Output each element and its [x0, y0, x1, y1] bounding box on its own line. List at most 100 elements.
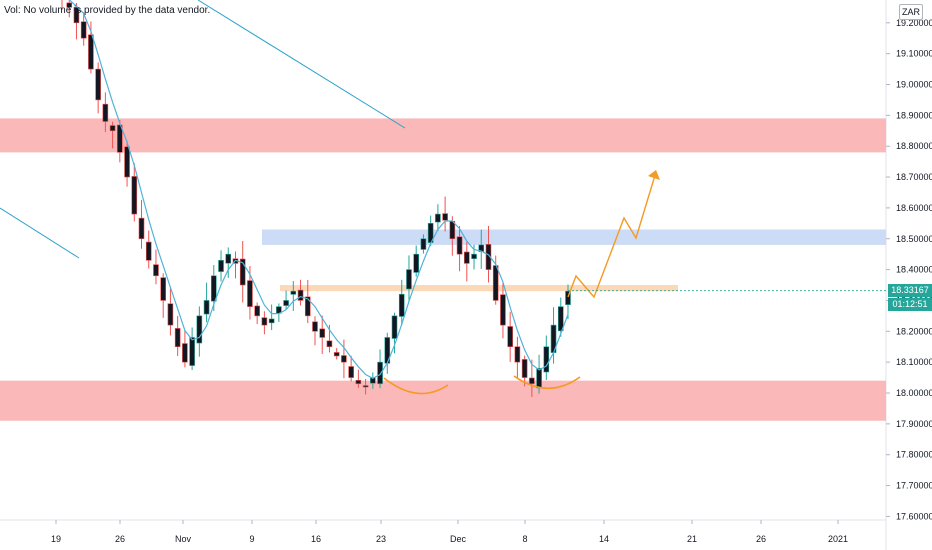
candle[interactable] — [341, 355, 347, 363]
candle[interactable] — [420, 238, 427, 250]
trendline-left[interactable] — [0, 207, 80, 259]
price-tick-label: 19.20000 — [896, 18, 932, 28]
candle[interactable] — [442, 213, 448, 221]
candle[interactable] — [398, 293, 405, 317]
bottom-arc-right — [513, 375, 581, 389]
candle[interactable] — [247, 280, 253, 307]
candle[interactable] — [333, 352, 340, 357]
candle[interactable] — [124, 146, 130, 178]
candle[interactable] — [492, 265, 499, 301]
price-tick-label: 18.10000 — [896, 357, 932, 367]
candle[interactable] — [500, 294, 506, 326]
candle[interactable] — [463, 251, 470, 264]
candle[interactable] — [297, 289, 304, 301]
candle[interactable] — [290, 290, 297, 295]
candle[interactable] — [370, 377, 376, 384]
candle[interactable] — [211, 275, 217, 302]
candle[interactable] — [406, 269, 412, 290]
candle[interactable] — [131, 176, 138, 215]
zone-lower-demand — [0, 380, 886, 421]
candle[interactable] — [377, 361, 383, 385]
price-tick-label: 17.70000 — [896, 481, 932, 491]
candle[interactable] — [521, 359, 528, 378]
time-tick-label: 16 — [311, 534, 321, 544]
candle[interactable] — [312, 321, 318, 332]
candle[interactable] — [283, 300, 289, 306]
candle[interactable] — [174, 328, 181, 348]
candle[interactable] — [196, 315, 203, 344]
projection-path[interactable] — [567, 171, 657, 299]
candle[interactable] — [565, 290, 571, 305]
time-tick-label: Dec — [450, 534, 467, 544]
candle[interactable] — [485, 244, 492, 270]
candle[interactable] — [355, 379, 362, 385]
candle[interactable] — [435, 213, 441, 223]
price-tick-label: 17.80000 — [896, 450, 932, 460]
candle[interactable] — [362, 385, 369, 388]
time-tick-label: 19 — [51, 534, 61, 544]
candle[interactable] — [225, 253, 232, 264]
price-tick-label: 18.50000 — [896, 234, 932, 244]
candle[interactable] — [261, 317, 268, 326]
candle[interactable] — [167, 303, 174, 326]
candle[interactable] — [138, 217, 145, 240]
price-tick-label: 18.90000 — [896, 110, 932, 120]
candle[interactable] — [153, 264, 159, 277]
candle[interactable] — [254, 305, 260, 317]
currency-badge[interactable]: ZAR — [899, 4, 923, 20]
candle[interactable] — [145, 241, 152, 261]
candle[interactable] — [456, 236, 463, 255]
candle[interactable] — [80, 21, 87, 39]
price-tick-label: 19.00000 — [896, 80, 932, 90]
candle[interactable] — [160, 277, 166, 301]
candle[interactable] — [391, 315, 398, 339]
time-tick-label: 26 — [756, 534, 766, 544]
candle[interactable] — [117, 124, 123, 153]
candle[interactable] — [536, 368, 542, 389]
price-tick-label: 17.60000 — [896, 511, 932, 521]
time-tick-label: 23 — [376, 534, 386, 544]
candle[interactable] — [507, 326, 513, 348]
candle[interactable] — [319, 328, 326, 338]
time-tick-label: 8 — [522, 534, 527, 544]
price-tick-label: 18.00000 — [896, 388, 932, 398]
candle[interactable] — [109, 125, 116, 132]
time-tick-label: 26 — [115, 534, 125, 544]
candle[interactable] — [413, 253, 420, 273]
candle[interactable] — [326, 340, 333, 348]
candle[interactable] — [239, 258, 246, 286]
candle[interactable] — [102, 103, 109, 122]
zone-upper-supply — [0, 118, 886, 153]
candle[interactable] — [203, 300, 210, 315]
price-tick-label: 17.90000 — [896, 419, 932, 429]
projection-arrow-icon — [648, 170, 660, 180]
candle[interactable] — [529, 377, 535, 385]
candle[interactable] — [348, 366, 354, 378]
time-tick-label: 9 — [249, 534, 254, 544]
candle[interactable] — [182, 343, 188, 363]
price-tick-label: 18.20000 — [896, 326, 932, 336]
candle[interactable] — [218, 260, 224, 272]
candle[interactable] — [268, 318, 275, 324]
price-tick-label: 18.60000 — [896, 203, 932, 213]
candle[interactable] — [304, 296, 311, 317]
candle[interactable] — [514, 346, 521, 363]
price-tick-label: 18.70000 — [896, 172, 932, 182]
candle[interactable] — [88, 34, 94, 70]
candle[interactable] — [66, 2, 73, 8]
trendline-upper[interactable] — [197, 0, 406, 129]
moving-average-line — [68, 0, 569, 379]
bottom-arc-left — [383, 377, 449, 395]
price-tick-label: 19.10000 — [896, 49, 932, 59]
candle[interactable] — [543, 346, 550, 373]
candle[interactable] — [449, 220, 456, 240]
candle[interactable] — [189, 337, 195, 366]
candle[interactable] — [73, 6, 80, 24]
volume-note: Vol: No volume is provided by the data v… — [4, 5, 211, 16]
candle[interactable] — [95, 68, 101, 101]
zone-resistance — [262, 229, 886, 245]
candle[interactable] — [471, 253, 477, 259]
candle[interactable] — [557, 306, 564, 332]
